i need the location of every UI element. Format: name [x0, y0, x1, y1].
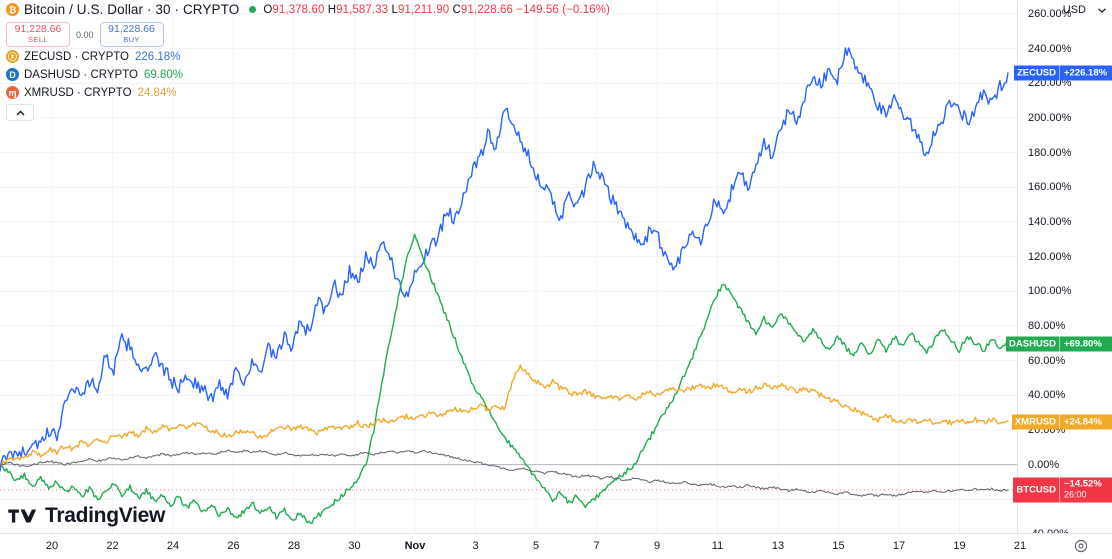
ohlc-o-value: 91,378.60	[272, 3, 325, 16]
buy-label: BUY	[123, 35, 140, 44]
price-axis-tick: 120.00%	[1028, 250, 1072, 263]
price-tag-symbol: ZECUSD	[1013, 65, 1059, 81]
study-value-dashusd: 69.80%	[143, 68, 183, 81]
time-axis-tick: 19	[953, 540, 966, 552]
page-title: Bitcoin / U.S. Dollar · 30 · CRYPTO	[24, 2, 240, 17]
sell-label: SELL	[28, 35, 48, 44]
price-axis-tick: 80.00%	[1028, 320, 1066, 332]
tradingview-watermark: TradingView	[8, 504, 165, 528]
time-axis-tick: 15	[832, 540, 845, 552]
tradingview-logo-text: TradingView	[45, 504, 166, 527]
price-axis-tick: 220.00%	[1028, 77, 1072, 90]
ohlc-c-value: 91,228.66	[460, 3, 513, 16]
price-axis-tick: 40.00%	[1028, 389, 1066, 402]
time-axis-tick: 28	[287, 540, 301, 552]
time-axis-tick: 3	[472, 540, 479, 552]
price-axis-tick: 180.00%	[1028, 146, 1072, 159]
price-tag-value: −14.52% 26:00	[1059, 477, 1112, 503]
time-axis-tick: 17	[892, 540, 906, 552]
price-axis[interactable]: USD 260.00% 240.00% 220.00% 200.00% 180.00% 1…	[1006, 0, 1112, 540]
legend-collapse-button[interactable]	[6, 104, 34, 121]
chart-settings-button[interactable]	[1074, 539, 1088, 558]
market-open-dot	[249, 6, 257, 13]
time-axis-tick: 20	[45, 540, 59, 552]
price-axis-tick: 200.00%	[1028, 112, 1072, 124]
buy-button[interactable]: 91,228.66 BUY	[99, 21, 164, 47]
price-axis-tick: 140.00%	[1028, 216, 1072, 228]
price-tag-value: +69.80%	[1059, 336, 1112, 352]
study-name-xmrusd: XMRUSD · CRYPTO	[24, 86, 132, 99]
price-tag-symbol: XMRUSD	[1011, 414, 1059, 430]
price-tag-xmrusd[interactable]: XMRUSD +24.84%	[1011, 414, 1112, 430]
price-tag-time: 26:00	[1064, 489, 1087, 500]
spread-value: 0.00	[76, 30, 94, 40]
time-axis-tick: 5	[532, 540, 540, 552]
tradingview-logo-icon	[8, 509, 37, 523]
price-axis-tick: 160.00%	[1028, 181, 1072, 194]
chart-legend: ₿ Bitcoin / U.S. Dollar · 30 · CRYPTO O9…	[6, 1, 610, 121]
study-value-zecusd: 226.18%	[135, 50, 181, 63]
sell-price: 91,228.66	[14, 23, 62, 35]
chart-plot-area[interactable]	[0, 0, 1018, 534]
price-tag-value: +226.18%	[1059, 65, 1112, 81]
ohlc-values: O91,378.60 H91,587.33 L91,211.90 C91,228…	[263, 4, 610, 16]
time-axis-tick: 13	[771, 540, 785, 552]
buy-price: 91,228.66	[108, 23, 155, 35]
xmr-coin-icon: ɱ	[6, 86, 19, 99]
price-axis-tick: 100.00%	[1028, 285, 1072, 298]
time-axis-tick: 7	[593, 540, 600, 552]
ohlc-o-label: O	[263, 3, 273, 16]
time-axis-tick: 9	[653, 540, 661, 552]
price-axis-tick: 60.00%	[1028, 354, 1066, 367]
time-axis-tick: 30	[348, 540, 361, 552]
price-tag-value: +24.84%	[1059, 414, 1112, 430]
dash-coin-icon: D	[6, 68, 19, 81]
ohlc-h-label: H	[327, 3, 337, 16]
zec-coin-icon: ⓩ	[6, 50, 19, 63]
time-axis-tick: Nov	[404, 540, 426, 552]
ohlc-c-label: C	[452, 3, 461, 16]
ohlc-change: −149.56 (−0.16%)	[516, 3, 610, 16]
currency-selector[interactable]: USD	[1063, 4, 1106, 16]
price-tag-symbol: BTCUSD	[1013, 477, 1059, 503]
price-axis-tick: 0.00%	[1028, 458, 1060, 471]
chevron-down-icon	[1098, 4, 1106, 16]
study-value-xmrusd: 24.84%	[137, 86, 177, 99]
bitcoin-coin-icon: ₿	[6, 3, 19, 16]
chevron-up-icon	[16, 110, 24, 115]
price-tag-zecusd[interactable]: ZECUSD +226.18%	[1013, 65, 1112, 81]
chart-canvas	[0, 0, 1018, 534]
main-symbol-row[interactable]: ₿ Bitcoin / U.S. Dollar · 30 · CRYPTO O9…	[6, 1, 610, 18]
price-tag-btcusd[interactable]: BTCUSD −14.52% 26:00	[1013, 477, 1112, 503]
study-name-zecusd: ZECUSD · CRYPTO	[24, 50, 130, 63]
trade-buttons-row: 91,228.66 SELL 0.00 91,228.66 BUY	[6, 21, 610, 47]
price-tag-dashusd[interactable]: DASHUSD +69.80%	[1006, 336, 1112, 352]
price-axis-tick: 240.00%	[1028, 42, 1072, 55]
gear-icon	[1074, 539, 1088, 553]
sell-button[interactable]: 91,228.66 SELL	[6, 21, 70, 47]
time-axis[interactable]: 20 22 24 26 28 30 Nov 3 5 7 9 11 13 15 17 19 21	[0, 533, 1112, 559]
study-row-zecusd[interactable]: ⓩ ZECUSD · CRYPTO 226.18%	[6, 48, 610, 65]
study-name-dashusd: DASHUSD · CRYPTO	[24, 68, 138, 81]
time-axis-tick: 21	[1013, 540, 1027, 552]
price-tag-symbol: DASHUSD	[1006, 336, 1059, 352]
time-axis-tick: 24	[166, 540, 180, 552]
price-axis-tick: 260.00%	[1028, 8, 1072, 20]
ohlc-l-label: L	[391, 3, 398, 16]
time-axis-tick: 11	[711, 540, 724, 552]
ohlc-l-value: 91,211.90	[398, 3, 450, 16]
currency-label: USD	[1062, 4, 1086, 16]
study-row-xmrusd[interactable]: ɱ XMRUSD · CRYPTO 24.84%	[6, 84, 610, 101]
time-axis-tick: 26	[227, 540, 240, 552]
study-row-dashusd[interactable]: D DASHUSD · CRYPTO 69.80%	[6, 66, 610, 83]
ohlc-h-value: 91,587.33	[336, 3, 389, 16]
time-axis-tick: 22	[106, 540, 119, 552]
